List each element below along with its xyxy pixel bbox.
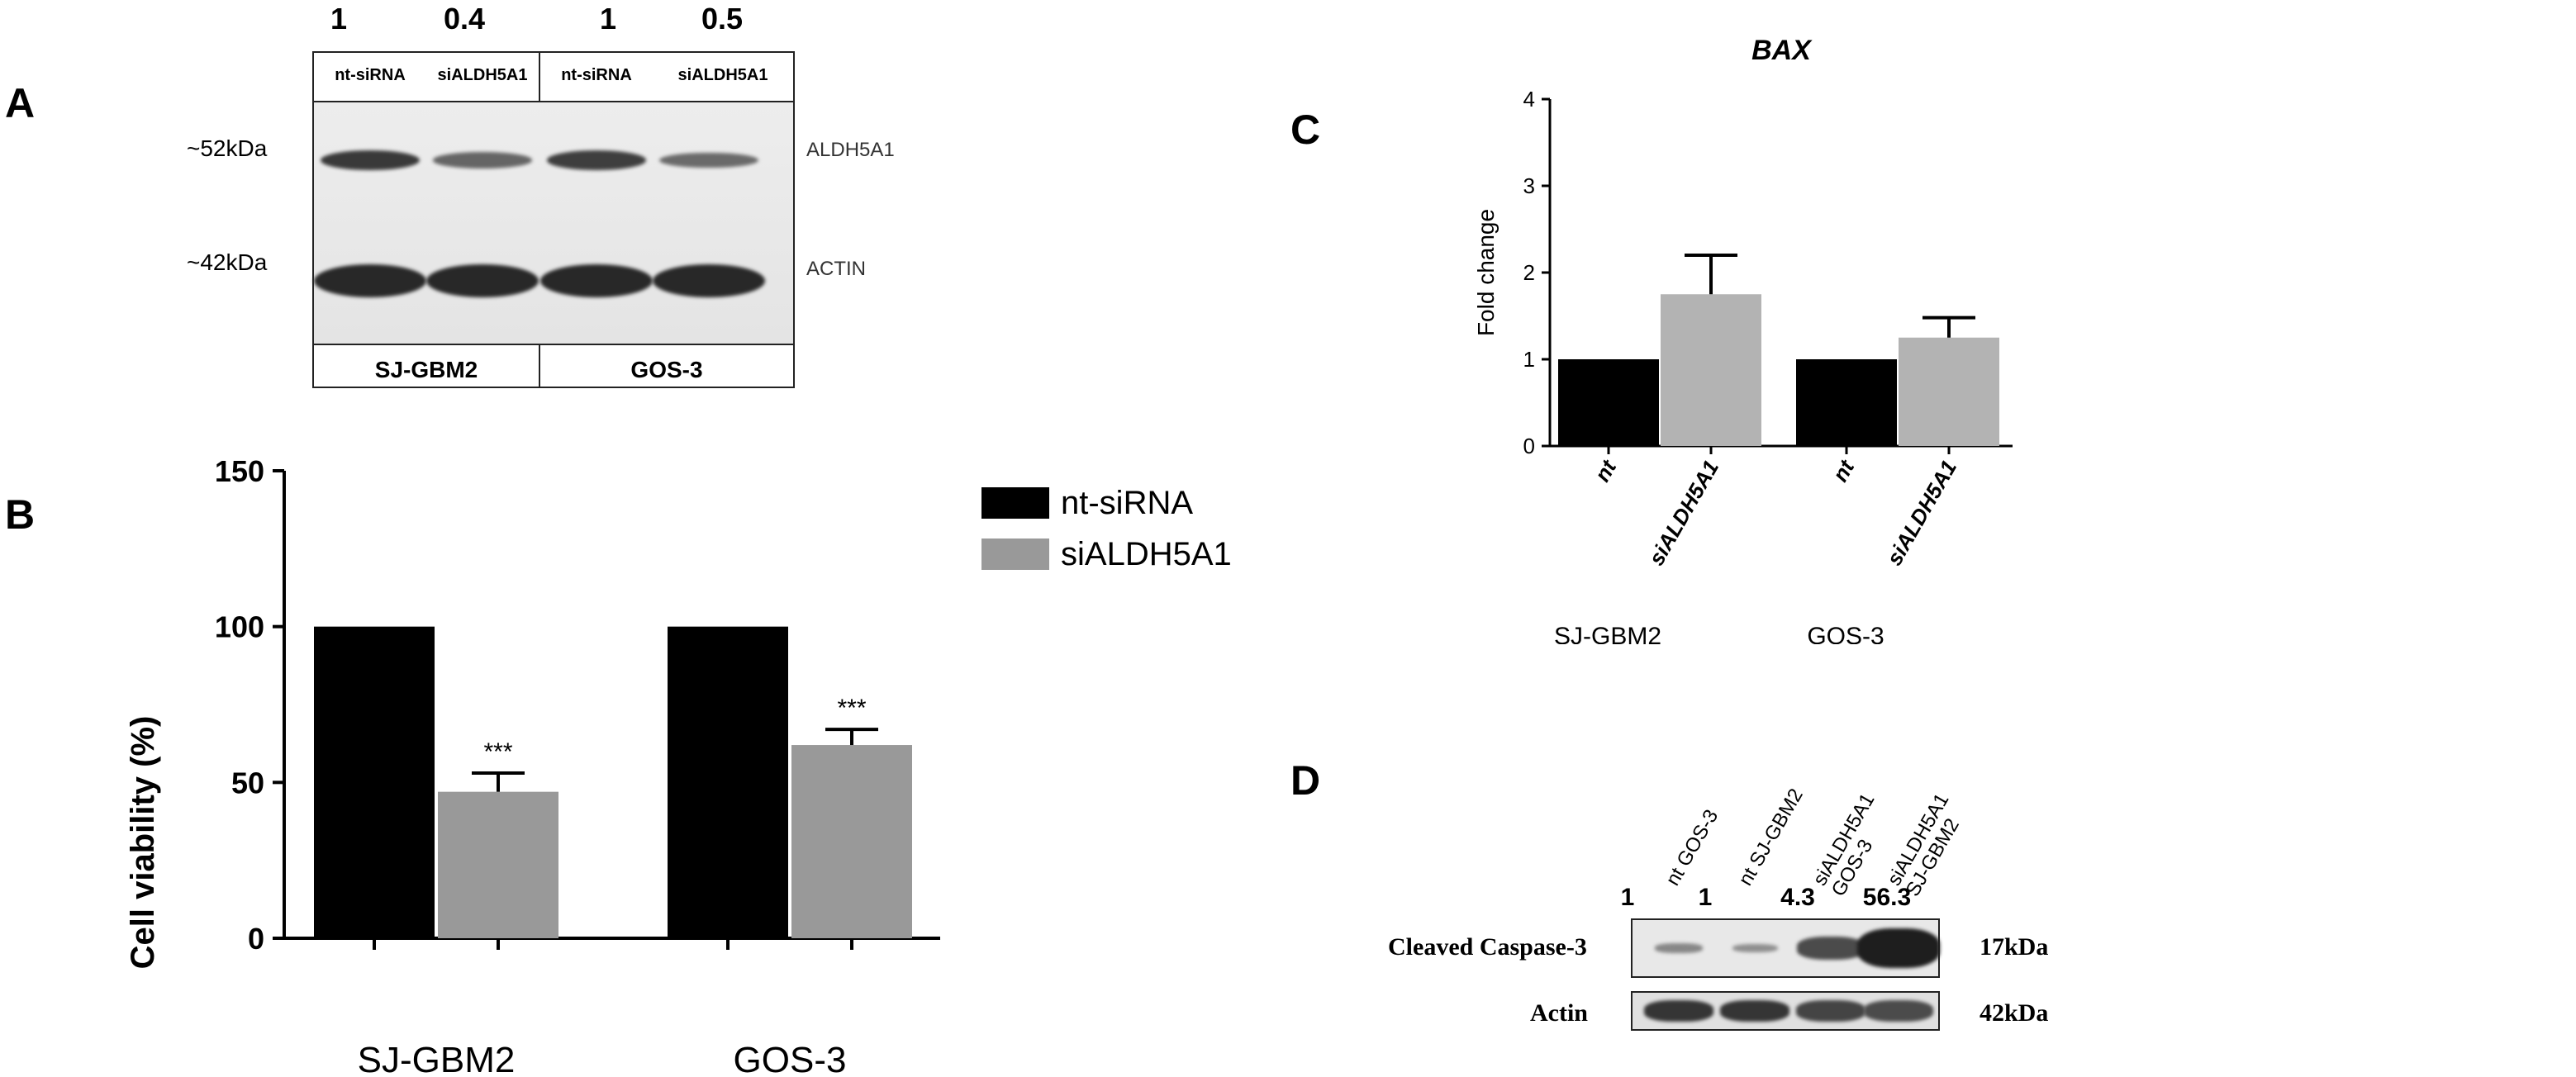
quant-label-lane-2: 0.4 <box>443 2 486 36</box>
actin-band-row <box>314 256 793 306</box>
blot-band <box>1864 1000 1933 1022</box>
bar <box>668 626 788 938</box>
significance-label: *** <box>837 695 866 722</box>
lane-label: nt GOS-3 <box>1661 805 1723 890</box>
protein-label: ALDH5A1 <box>806 139 895 161</box>
bar <box>1899 337 1999 446</box>
y-tick-label: 150 <box>215 454 264 488</box>
y-tick-label: 0 <box>1523 434 1535 458</box>
molecular-weight-label: ~42kDa <box>187 249 268 275</box>
lane-label: nt-siRNA <box>561 66 632 84</box>
quant-label-lane-4: 0.5 <box>701 2 744 36</box>
y-tick-label: 0 <box>248 922 264 956</box>
blot-band <box>659 152 758 168</box>
lane-label: nt-siRNA <box>335 66 406 84</box>
bar <box>1558 359 1659 446</box>
bar <box>1796 359 1897 446</box>
plot-area: 0 50 100 150 *** SJ-GBM2 *** GOS-3 nt-siRNA siALD… <box>215 454 1232 1074</box>
cleaved-caspase-3-blot <box>1631 918 1940 978</box>
blot-band <box>1797 937 1865 960</box>
blot-band <box>1732 943 1778 953</box>
y-axis-label: Cell viability (%) <box>125 716 161 970</box>
y-tick-label: 50 <box>231 766 264 799</box>
blot-divider <box>314 101 793 102</box>
blot-frame: nt-siRNA siALDH5A1 nt-siRNA siALDH5A1 SJ… <box>312 51 795 388</box>
quant-label-lane-2: 1 <box>1698 884 1713 911</box>
panel-letter-c: C <box>1290 107 1321 153</box>
y-tick-label: 4 <box>1523 87 1535 111</box>
panel-letter-b: B <box>5 491 36 538</box>
blot-divider <box>314 344 793 345</box>
lane-label: nt SJ-GBM2 <box>1734 785 1808 890</box>
x-tick-label: nt <box>1590 455 1622 486</box>
molecular-weight-label: 42kDa <box>1980 999 2049 1027</box>
lane-label-line: nt SJ-GBM2 <box>1734 785 1808 890</box>
quant-label-lane-3: 1 <box>599 2 617 36</box>
y-tick-label: 3 <box>1523 173 1535 198</box>
quant-label-lane-3: 4.3 <box>1780 884 1815 911</box>
bar <box>791 745 912 938</box>
lane-label: siALDH5A1 <box>677 66 768 84</box>
blot-band <box>1644 1000 1713 1022</box>
group-label: GOS-3 <box>1807 623 1884 644</box>
gel-background <box>314 102 793 344</box>
y-tick-label: 2 <box>1523 260 1535 285</box>
legend-swatch <box>981 538 1049 570</box>
molecular-weight-label: ~52kDa <box>187 135 268 161</box>
legend-label: nt-siRNA <box>1061 485 1193 521</box>
bax-fold-change-chart: BAX Fold change 0 1 2 3 4 nt siALDH5A1 SJ-GBM2 n… <box>1473 35 2013 644</box>
plot-area: 0 1 2 3 4 nt siALDH5A1 SJ-GBM2 nt siALDH5A1 GOS-3 <box>1523 87 2013 644</box>
aldh5a1-band-row <box>314 144 793 177</box>
quant-label-lane-4: 56.3 <box>1862 884 1912 911</box>
lane-label-line: nt GOS-3 <box>1661 805 1723 890</box>
legend-swatch <box>981 487 1049 519</box>
cell-line-label: SJ-GBM2 <box>374 357 478 382</box>
protein-label: Actin <box>1530 999 1588 1027</box>
quant-label-lane-1: 1 <box>330 2 348 36</box>
blot-band <box>426 264 539 297</box>
bar <box>438 791 558 938</box>
cell-viability-chart: Cell viability (%) 0 50 100 150 *** SJ-GBM2 **… <box>125 454 1232 1074</box>
bar <box>314 626 435 938</box>
category-label: SJ-GBM2 <box>358 1040 516 1074</box>
y-tick-label: 1 <box>1523 347 1535 372</box>
y-axis-label: Fold change <box>1473 209 1499 336</box>
blot-band <box>433 152 532 168</box>
x-tick-label: siALDH5A1 <box>1881 456 1961 570</box>
category-label: GOS-3 <box>734 1040 847 1074</box>
molecular-weight-label: 17kDa <box>1980 933 2049 961</box>
y-tick-label: 100 <box>215 610 264 644</box>
actin-blot <box>1631 991 1940 1031</box>
blot-band <box>1857 928 1940 968</box>
x-tick-label: nt <box>1827 455 1860 486</box>
cell-line-label: GOS-3 <box>630 357 703 382</box>
blot-band <box>1796 1000 1865 1022</box>
lane-label: siALDH5A1 <box>437 66 528 84</box>
significance-label: *** <box>483 738 512 766</box>
blot-band <box>321 149 420 171</box>
legend-label: siALDH5A1 <box>1061 536 1232 572</box>
bar <box>1661 294 1761 446</box>
panel-letter-d: D <box>1290 757 1321 804</box>
blot-band <box>547 150 646 170</box>
chart-title: BAX <box>1751 35 1813 66</box>
group-label: SJ-GBM2 <box>1554 623 1661 644</box>
blot-band <box>1655 943 1703 953</box>
x-tick-label: siALDH5A1 <box>1643 456 1723 570</box>
protein-label: Cleaved Caspase-3 <box>1388 933 1587 961</box>
blot-band <box>314 264 426 297</box>
protein-label: ACTIN <box>806 258 866 280</box>
quant-label-lane-1: 1 <box>1620 884 1635 911</box>
blot-band <box>540 264 653 297</box>
blot-band <box>653 264 765 297</box>
panel-letter-a: A <box>5 80 36 126</box>
blot-band <box>1720 1000 1789 1022</box>
